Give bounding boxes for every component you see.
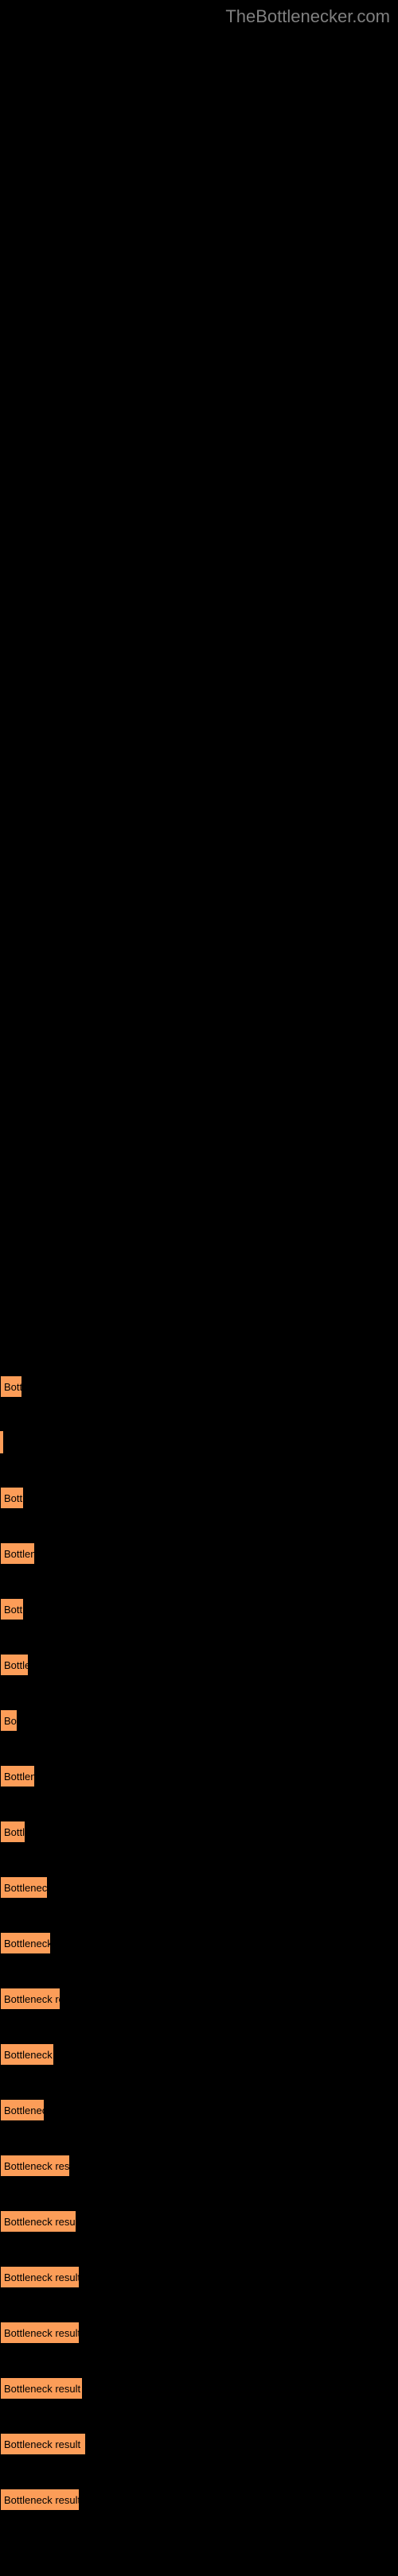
bar-row: Bottleneck result xyxy=(0,2210,76,2233)
bar-row: Bottleneck result xyxy=(0,2377,83,2399)
bar-row: Bottleneck result xyxy=(0,1988,60,2010)
bar-row: Bottleneck result xyxy=(0,2266,80,2288)
chart-bar: Bottlenec xyxy=(0,1765,35,1787)
chart-bar: Bottleneck result xyxy=(0,2266,80,2288)
chart-bar: Bottleneck result xyxy=(0,2377,83,2399)
chart-bar: Bottleneck resu xyxy=(0,1932,51,1954)
bar-row: Bott xyxy=(0,1375,22,1398)
chart-bar: Bottleneck res xyxy=(0,1876,48,1899)
bar-row: Bot xyxy=(0,1709,18,1732)
chart-bar: Bottleneck result xyxy=(0,2433,86,2455)
chart-bar-tick xyxy=(0,1431,3,1453)
chart-bar: Bot xyxy=(0,1709,18,1732)
bar-row: Bottleneck res xyxy=(0,1876,48,1899)
watermark-text: TheBottlenecker.com xyxy=(225,6,390,27)
bar-row: Bottle xyxy=(0,1598,24,1620)
chart-bar: Bottlenec xyxy=(0,1542,35,1565)
chart-bar: Bottleneck result xyxy=(0,2322,80,2344)
bar-row: Bottlenec xyxy=(0,1542,35,1565)
bar-row: Bottlen xyxy=(0,1654,29,1676)
chart-bar: Bottle xyxy=(0,1821,25,1843)
chart-bar: Bottle xyxy=(0,1598,24,1620)
bar-row: Bottlenec xyxy=(0,1765,35,1787)
bar-row: Bottleneck result xyxy=(0,2433,86,2455)
chart-bar: Bott xyxy=(0,1375,22,1398)
chart-bar: Bottleneck result xyxy=(0,2155,70,2177)
bar-row: Bottle xyxy=(0,1821,25,1843)
bar-row xyxy=(0,1431,3,1453)
bar-row: Bottleneck result xyxy=(0,2322,80,2344)
chart-bar: Bottleneck result xyxy=(0,2210,76,2233)
bar-row: Bottleneck re xyxy=(0,2099,45,2121)
bar-row: Bottleneck result xyxy=(0,2155,70,2177)
chart-bar: Bottleneck result xyxy=(0,1988,60,2010)
bar-row: Bottleneck resu xyxy=(0,1932,51,1954)
bar-row: Bottleneck resu xyxy=(0,2043,54,2066)
chart-bar: Bottleneck result xyxy=(0,2489,80,2511)
chart-bar: Bottleneck re xyxy=(0,2099,45,2121)
bar-row: Bottle xyxy=(0,1487,24,1509)
bar-row: Bottleneck result xyxy=(0,2489,80,2511)
chart-bar: Bottleneck resu xyxy=(0,2043,54,2066)
chart-bar: Bottlen xyxy=(0,1654,29,1676)
chart-bar: Bottle xyxy=(0,1487,24,1509)
